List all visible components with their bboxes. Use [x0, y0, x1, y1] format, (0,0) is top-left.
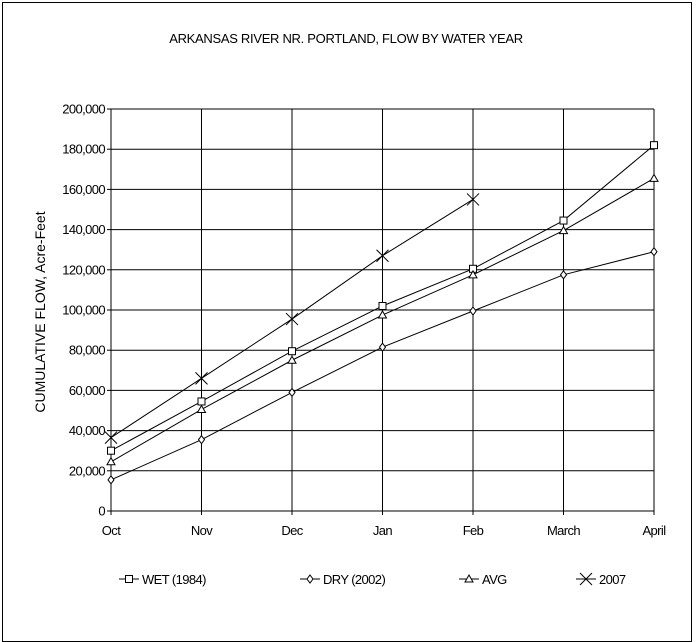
y-tick-label: 20,000 [69, 463, 106, 478]
y-tick-label: 40,000 [69, 423, 106, 438]
x-marker-stroke [195, 371, 208, 385]
x-tick-label: Feb [463, 523, 484, 538]
data-point [466, 193, 480, 206]
data-point [288, 387, 296, 398]
data-point [197, 434, 206, 445]
data-point [378, 342, 387, 353]
y-tick-label: 80,000 [69, 343, 106, 358]
chart-title: ARKANSAS RIVER NR. PORTLAND, FLOW BY WAT… [169, 31, 523, 46]
data-point [106, 456, 116, 466]
data-point [288, 347, 296, 356]
y-tick-label: 0 [98, 504, 105, 519]
x-tick-label: Dec [281, 523, 303, 538]
x-marker-stroke [466, 193, 480, 206]
legend-label: AVG [482, 572, 507, 587]
y-axis-label: CUMULATIVE FLOW, Acre-Feet [32, 211, 48, 412]
x-tick-label: Jan [373, 523, 393, 538]
x-marker-stroke [104, 431, 118, 444]
data-point [107, 446, 115, 455]
y-tick-label: 140,000 [62, 222, 105, 237]
data-point [468, 269, 478, 279]
data-point [197, 397, 206, 406]
data-point [559, 216, 568, 225]
y-tick-label: 200,000 [62, 102, 105, 117]
y-tick-label: 60,000 [69, 383, 106, 398]
legend-marker [579, 572, 593, 586]
axes: 0 20,000 40,000 60,000 80,000 100,000 120,000 1… [62, 102, 667, 539]
data-point [376, 249, 389, 263]
data-point [377, 310, 388, 319]
data-point [650, 141, 658, 150]
x-marker-stroke [376, 249, 389, 263]
data-point [558, 225, 569, 235]
y-tick-label: 100,000 [62, 303, 105, 318]
x-marker-stroke [285, 312, 299, 326]
gridlines [111, 108, 655, 511]
series-lines [104, 141, 659, 485]
legend-label: DRY (2002) [323, 572, 385, 587]
legend-marker [125, 575, 133, 583]
data-point [469, 306, 477, 316]
legend: WET (1984) DRY (2002) AVG 2007 [119, 572, 626, 587]
legend-label: 2007 [599, 572, 626, 587]
data-point [107, 475, 115, 485]
data-point [650, 246, 658, 257]
y-tick-label: 120,000 [62, 262, 105, 277]
legend-marker [306, 574, 314, 584]
x-marker-stroke [579, 572, 593, 586]
x-tick-label: Oct [102, 523, 121, 538]
data-point [559, 269, 568, 280]
data-point [196, 404, 207, 413]
legend-label: WET (1984) [142, 572, 206, 587]
data-point [285, 312, 299, 326]
data-point [104, 431, 118, 444]
legend-marker [464, 573, 474, 583]
x-tick-label: March [547, 523, 580, 538]
y-tick-label: 160,000 [62, 182, 105, 197]
x-tick-label: April [642, 523, 666, 538]
data-point [378, 301, 387, 310]
data-point [287, 355, 297, 364]
chart-canvas: ARKANSAS RIVER NR. PORTLAND, FLOW BY WAT… [32, 31, 667, 587]
y-tick-label: 180,000 [62, 142, 105, 157]
data-point [649, 173, 659, 182]
data-point [195, 371, 208, 385]
x-tick-label: Nov [191, 523, 213, 538]
